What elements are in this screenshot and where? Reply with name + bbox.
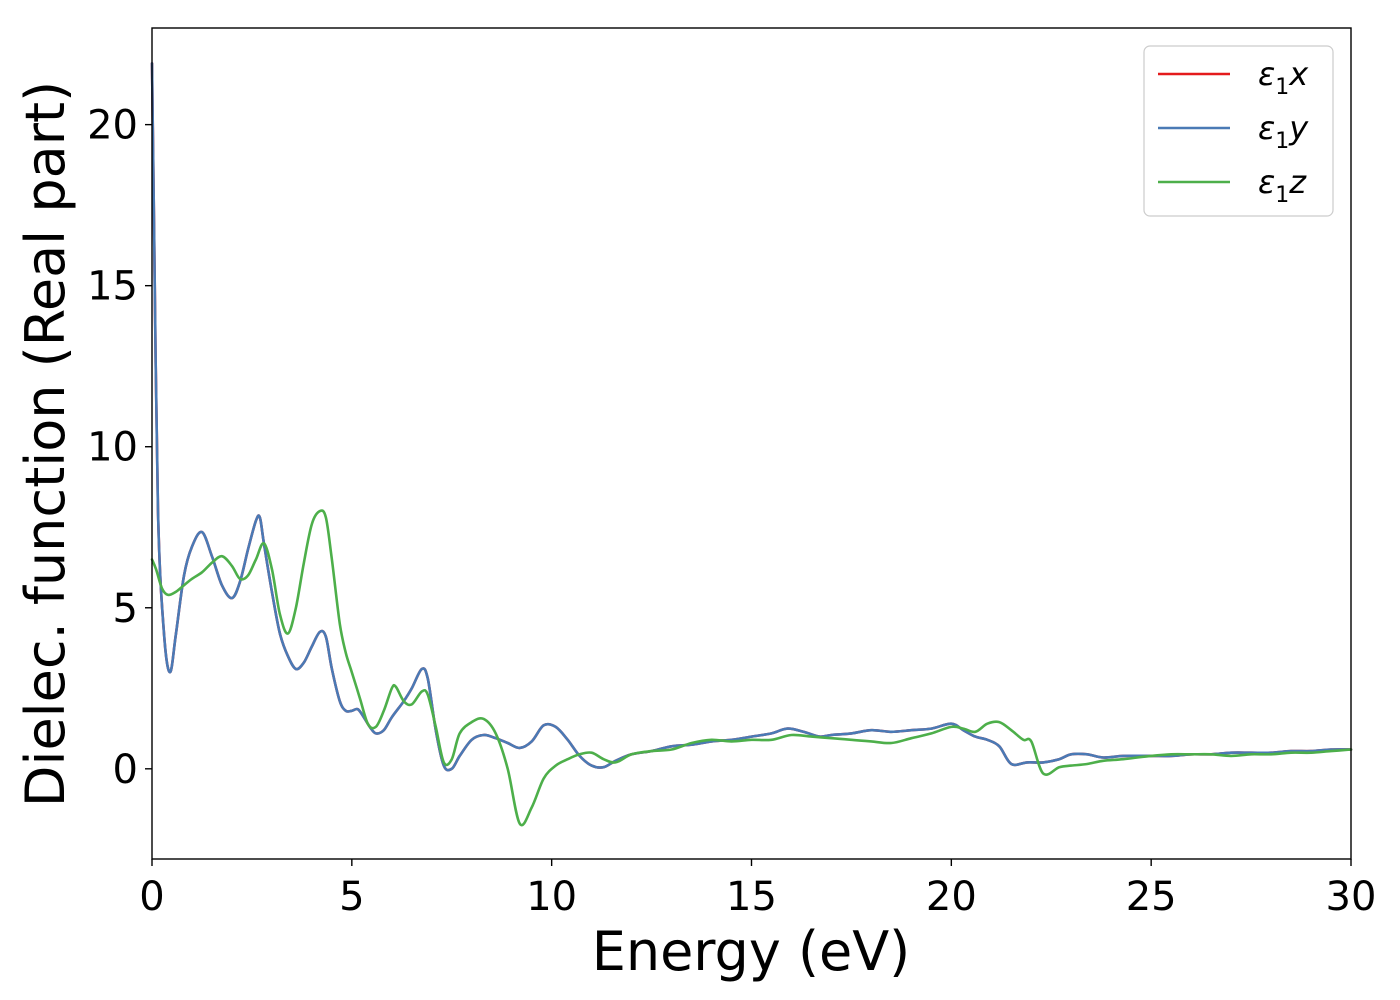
x-tick-label: 20	[926, 874, 977, 920]
x-tick-label: 15	[726, 874, 777, 920]
y-axis-title: Dielec. function (Real part)	[14, 81, 77, 807]
series-line-z	[150, 509, 1353, 827]
x-axis-title: Energy (eV)	[592, 920, 911, 983]
y-tick-label: 0	[113, 747, 138, 793]
y-tick-label: 5	[113, 586, 138, 632]
legend: ε1x ε1y ε1z	[1143, 45, 1334, 217]
x-tick-label: 0	[139, 874, 164, 920]
x-axis-ticks: 0 5 10 15 20 25 30	[139, 859, 1376, 920]
y-tick-label: 20	[87, 103, 138, 149]
y-axis-ticks: 0 5 10 15 20	[87, 103, 152, 793]
y-tick-label: 15	[87, 264, 138, 310]
x-tick-label: 30	[1326, 874, 1377, 920]
legend-box	[1143, 45, 1334, 217]
x-tick-label: 25	[1126, 874, 1177, 920]
series-layer	[150, 62, 1353, 827]
legend-label-y: ε1y	[1258, 109, 1309, 154]
y-tick-label: 10	[87, 425, 138, 471]
legend-label-x: ε1x	[1258, 55, 1309, 100]
x-tick-label: 5	[339, 874, 364, 920]
x-tick-label: 10	[526, 874, 577, 920]
legend-label-z: ε1z	[1258, 163, 1307, 208]
